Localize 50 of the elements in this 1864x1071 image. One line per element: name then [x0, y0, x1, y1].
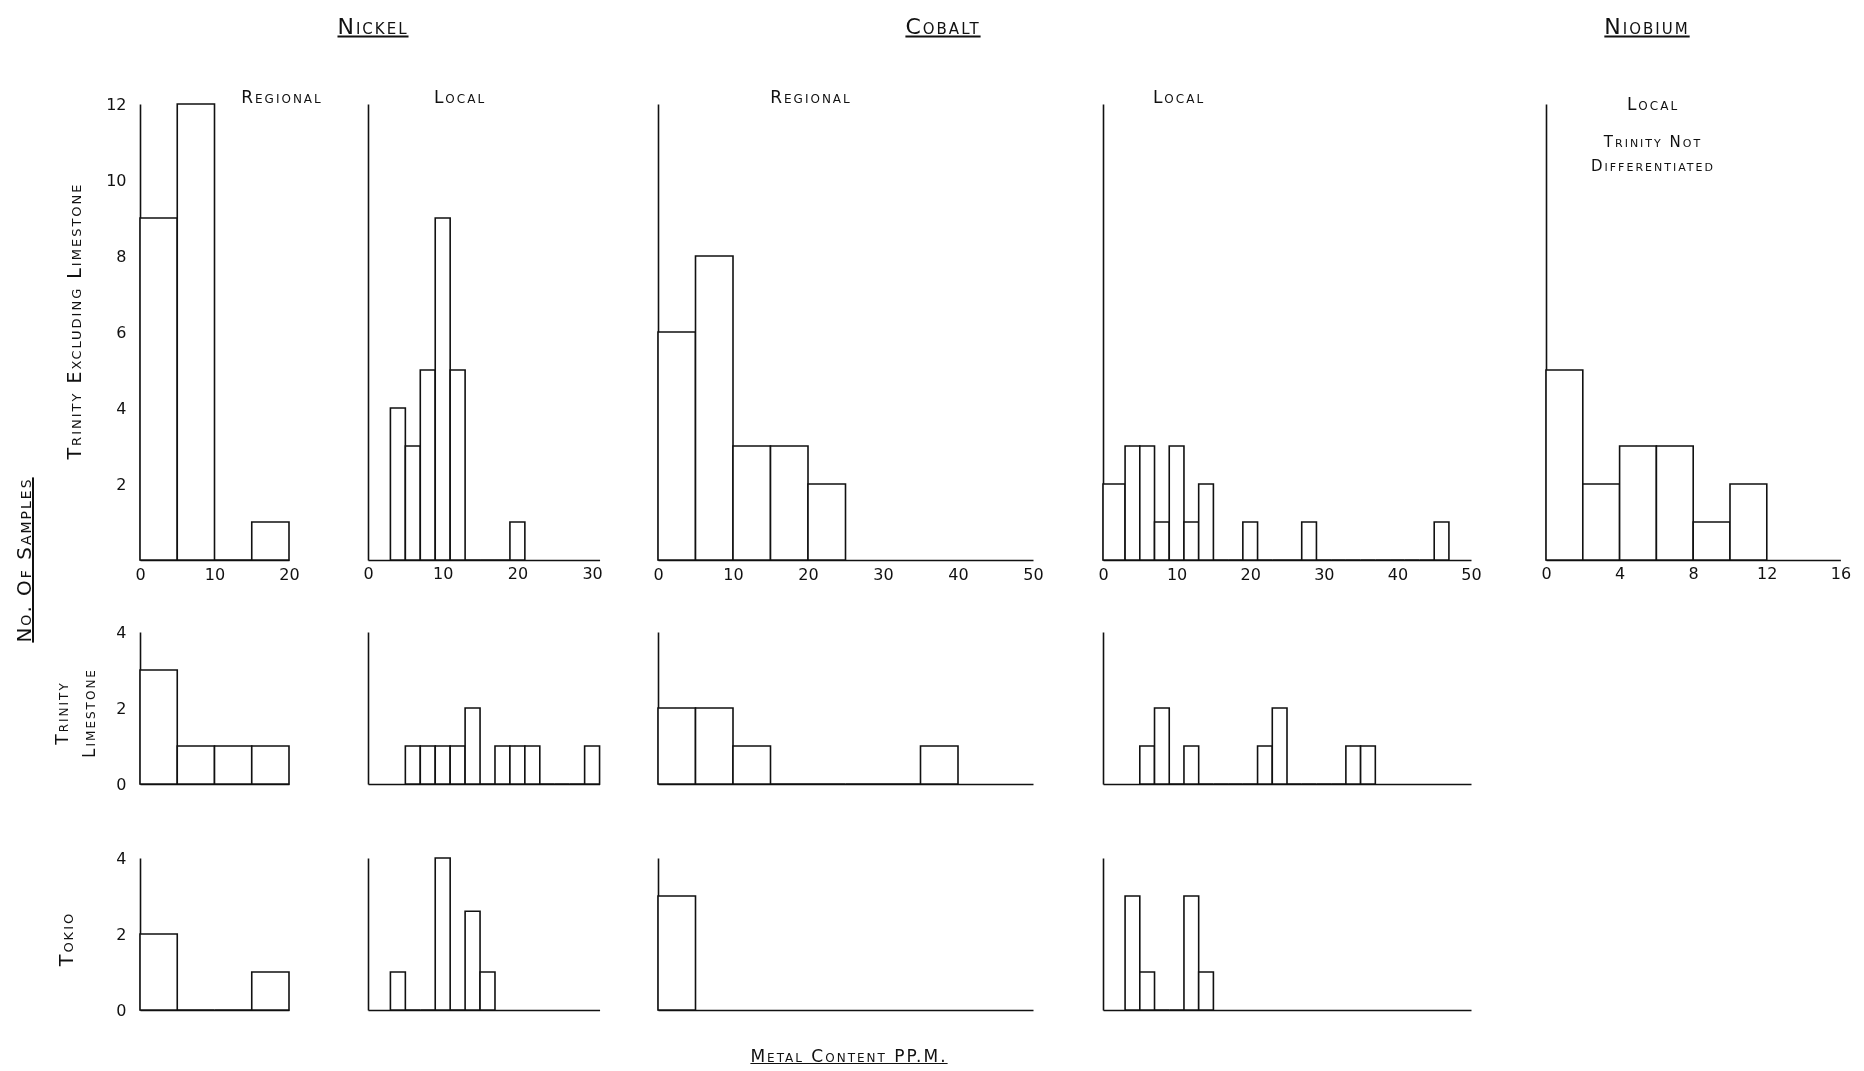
text: No. Of Samples	[12, 477, 36, 643]
x-tick-label: 20	[798, 564, 819, 584]
y-axis-title: Tokio	[55, 911, 77, 967]
x-tick-label: 0	[363, 564, 374, 584]
x-tick-label: 10	[433, 564, 454, 584]
y-tick-label: 4	[116, 622, 127, 642]
x-tick-label: 0	[135, 564, 146, 584]
x-tick-label: 20	[1240, 564, 1261, 584]
annotation: Trinity Not Differentiated	[1590, 132, 1716, 177]
y-tick-label: 2	[116, 474, 127, 494]
x-tick-label: 50	[1023, 564, 1044, 584]
x-tick-label: 50	[1461, 564, 1482, 584]
chart-title: Niobium	[1604, 13, 1690, 39]
x-tick-label: 12	[1757, 564, 1778, 584]
y-tick-label: 10	[106, 170, 127, 190]
x-tick-label: 16	[1830, 564, 1852, 584]
chart-subtitle: Local	[1626, 94, 1680, 114]
y-tick-label: 0	[116, 774, 127, 794]
x-tick-label: 8	[1688, 564, 1699, 584]
x-tick-label: 30	[1314, 564, 1335, 584]
x-tick-label: 30	[873, 564, 894, 584]
x-tick-label: 30	[582, 564, 603, 584]
x-axis-title: Metal Content PP.M.	[750, 1046, 948, 1066]
x-tick-label: 40	[1387, 564, 1409, 584]
x-tick-label: 10	[1166, 564, 1188, 584]
x-tick-label: 10	[204, 564, 226, 584]
x-tick-label: 10	[723, 564, 744, 584]
y-tick-label: 4	[116, 398, 127, 418]
y-tick-label: 12	[106, 94, 127, 114]
y-tick-label: 8	[116, 246, 127, 266]
chart-subtitle: Local	[1152, 87, 1206, 107]
y-tick-label: 2	[116, 698, 127, 718]
x-tick-label: 0	[653, 564, 664, 584]
chart-title: Cobalt	[905, 13, 981, 39]
x-tick-label: 20	[279, 564, 300, 584]
y-tick-label: 2	[116, 924, 127, 944]
chart-title: Nickel	[337, 13, 409, 39]
x-tick-label: 40	[948, 564, 969, 584]
y-axis-title: Trinity Limestone	[50, 668, 100, 758]
x-tick-label: 20	[507, 564, 529, 584]
chart-subtitle: Local	[433, 87, 487, 107]
y-axis-title: Trinity Excluding Limestone	[63, 182, 85, 460]
x-tick-label: 4	[1615, 564, 1626, 584]
chart-subtitle: Regional	[770, 87, 852, 107]
y-tick-label: 4	[116, 848, 127, 868]
chart-subtitle: Regional	[241, 87, 323, 107]
y-tick-label: 6	[116, 322, 127, 342]
x-tick-label: 0	[1541, 564, 1552, 584]
x-tick-label: 0	[1098, 564, 1109, 584]
y-tick-label: 0	[116, 1000, 127, 1020]
